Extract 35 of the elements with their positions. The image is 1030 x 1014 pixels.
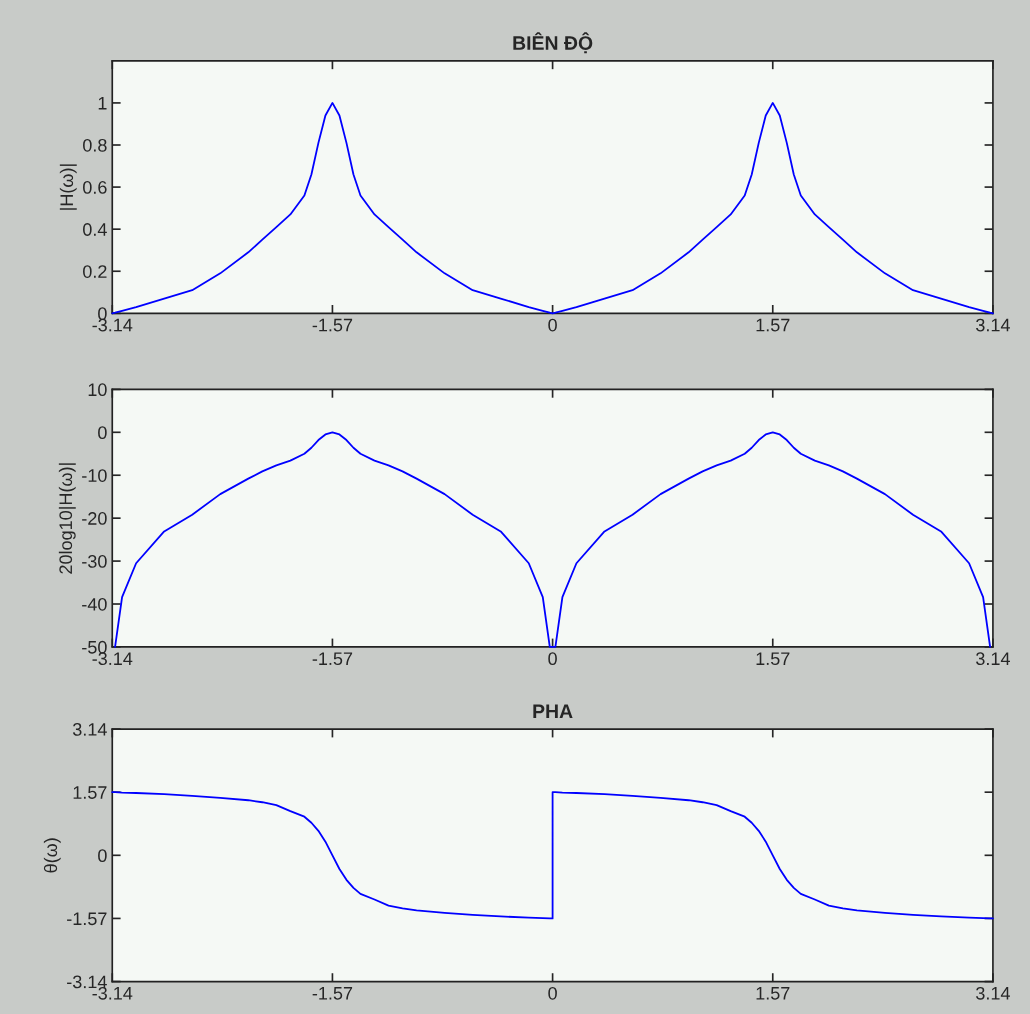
y-tick-label: 0.6 [83,181,107,194]
y-tick-label: -40 [82,597,107,611]
y-axis-title: |H(ω)| [59,164,77,210]
y-tick-label: 1.57 [73,786,107,799]
y-tick-label: 0 [98,849,107,863]
y-tick-label: -10 [82,469,107,482]
x-tick-label: 0 [548,318,557,332]
x-tick-label: 1.57 [756,652,790,666]
x-tick-label: 1.57 [756,318,790,332]
y-tick-label: 10 [88,383,107,397]
x-tick-label: 3.14 [976,318,1010,332]
line-series [111,791,994,920]
chart-title: BIÊN ĐỘ [513,32,593,54]
x-tick-label: 0 [548,986,557,1000]
y-tick-label: -3.14 [67,975,107,989]
y-tick-label: -50 [82,640,107,654]
x-tick-label: -1.57 [312,987,353,1000]
y-tick-label: 0.8 [83,138,107,152]
y-tick-label: 3.14 [72,723,107,736]
y-tick-label: 1 [98,97,107,110]
y-axis-title: 20log10|H(ω)| [58,463,76,574]
x-tick-label: 0 [548,652,557,666]
chart-title: PHA [533,704,573,718]
y-tick-label: 0.2 [83,265,107,278]
y-tick-label: -30 [82,555,107,568]
x-tick-label: -1.57 [312,652,353,666]
x-tick-label: 3.14 [976,986,1010,1000]
x-tick-label: 3.14 [976,652,1010,666]
x-tick-label: -1.57 [312,318,353,332]
y-tick-label: -20 [82,512,107,525]
x-tick-label: 1.57 [756,987,790,1000]
y-tick-label: 0.4 [83,223,107,236]
y-tick-label: 0 [98,426,107,440]
y-axis-title: θ(ω) [43,838,61,873]
y-tick-label: -1.57 [67,912,107,926]
